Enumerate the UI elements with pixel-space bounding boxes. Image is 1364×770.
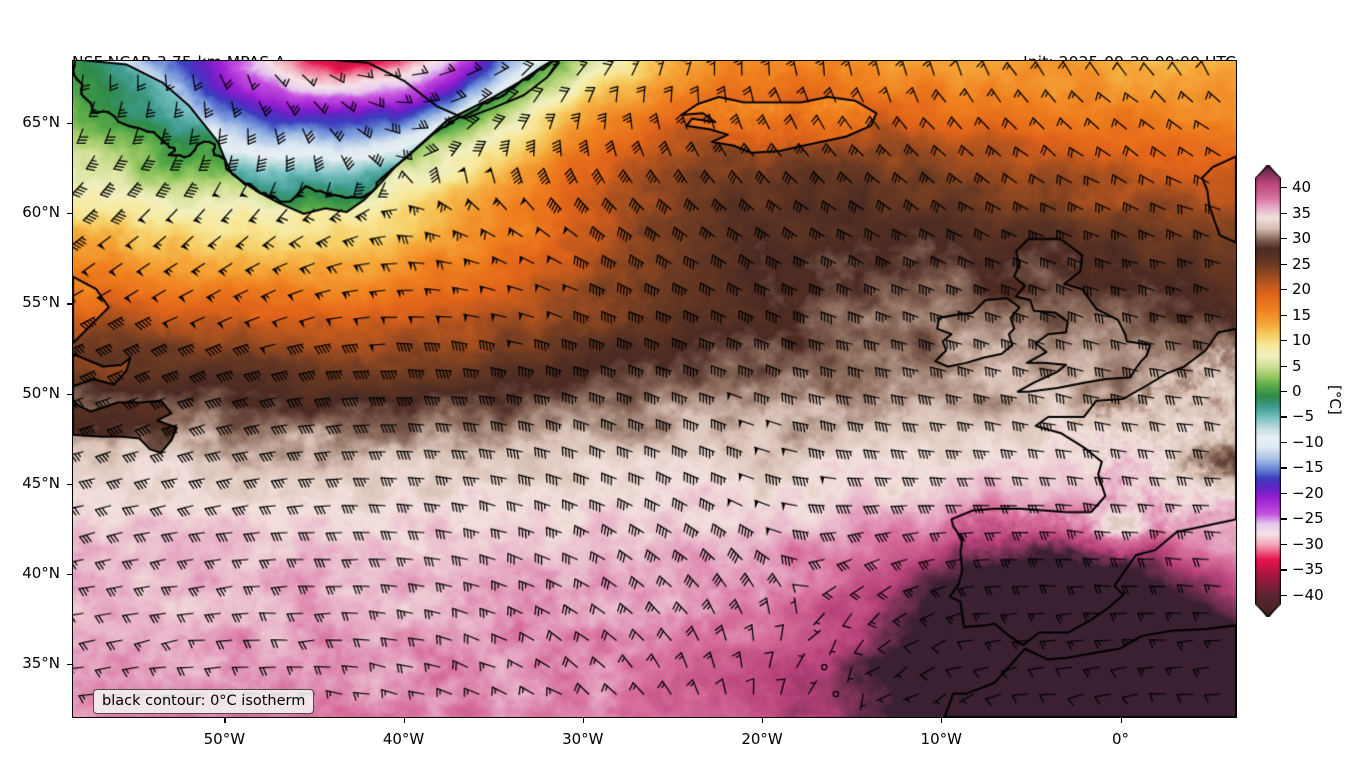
colorbar-tickmark [1281, 187, 1287, 189]
lat-tick-label: 65°N [22, 113, 60, 132]
lon-tick-label: 30°W [562, 730, 604, 748]
lat-tickmark [67, 303, 72, 305]
colorbar-tick-label: 30 [1292, 229, 1312, 248]
colorbar-tick-label: −35 [1292, 560, 1324, 579]
colorbar-tick-label: 15 [1292, 305, 1312, 324]
colorbar-tick-label: 40 [1292, 178, 1312, 197]
temperature-wind-map [73, 61, 1236, 717]
colorbar-tickmark [1281, 543, 1287, 546]
colorbar-tickmark [1281, 365, 1287, 367]
lon-tick-label: 20°W [741, 730, 783, 748]
colorbar [1255, 165, 1281, 617]
colorbar-tickmark [1281, 340, 1287, 342]
colorbar-tick-label: 20 [1292, 280, 1312, 299]
colorbar-tickmark [1281, 391, 1287, 393]
colorbar-tickmark [1281, 467, 1287, 469]
lon-tickmark [224, 718, 226, 723]
lon-tick-label: 50°W [203, 730, 246, 748]
colorbar-tickmark [1281, 212, 1287, 214]
isotherm-annotation: black contour: 0°C isotherm [93, 689, 315, 714]
lon-tickmark [941, 718, 943, 723]
colorbar-tick-label: 35 [1292, 203, 1312, 222]
lat-tickmark [67, 663, 72, 666]
colorbar-tickmark [1281, 594, 1287, 597]
colorbar-tickmark [1281, 314, 1287, 316]
lon-tickmark [582, 718, 584, 723]
lat-tick-label: 60°N [22, 203, 60, 222]
lat-tickmark [67, 573, 72, 575]
colorbar-tickmark [1281, 518, 1287, 520]
lon-tick-label: 0° [1111, 730, 1130, 748]
lat-tick-label: 50°N [22, 383, 60, 402]
colorbar-title: [°C] [1326, 385, 1344, 415]
colorbar-gradient [1255, 165, 1281, 617]
lat-tick-label: 55°N [22, 293, 60, 312]
colorbar-tickmark [1281, 441, 1287, 444]
lon-tick-label: 10°W [920, 730, 962, 748]
colorbar-tick-label: −15 [1292, 458, 1324, 477]
colorbar-tickmark [1281, 263, 1287, 265]
colorbar-tickmark [1281, 569, 1287, 571]
lat-tick-label: 35°N [22, 653, 60, 672]
lat-tickmark [67, 123, 72, 125]
colorbar-tickmark [1281, 289, 1287, 291]
lat-tickmark [67, 393, 72, 395]
map-plot-area [72, 60, 1237, 718]
colorbar-tick-label: −40 [1292, 585, 1324, 604]
colorbar-tick-label: −25 [1292, 509, 1324, 528]
lat-tick-label: 45°N [22, 473, 60, 492]
lon-tickmark [1120, 718, 1122, 723]
colorbar-tick-label: 5 [1292, 356, 1302, 375]
colorbar-tick-label: 0 [1292, 382, 1302, 400]
colorbar-tick-label: 25 [1292, 254, 1312, 273]
lat-tickmark [67, 213, 72, 215]
lon-tickmark [403, 718, 405, 723]
lat-tickmark [67, 483, 72, 485]
colorbar-tick-label: 10 [1292, 331, 1312, 350]
colorbar-tickmark [1281, 492, 1287, 495]
colorbar-tickmark [1281, 238, 1287, 240]
colorbar-tick-label: −10 [1292, 432, 1324, 451]
colorbar-tickmark [1281, 416, 1287, 418]
lon-tick-label: 40°W [382, 730, 425, 748]
colorbar-tick-label: −20 [1292, 483, 1324, 502]
lon-tickmark [762, 718, 764, 723]
colorbar-tick-label: −30 [1292, 534, 1324, 553]
lat-tick-label: 40°N [22, 563, 60, 582]
colorbar-tick-label: −5 [1292, 407, 1315, 426]
